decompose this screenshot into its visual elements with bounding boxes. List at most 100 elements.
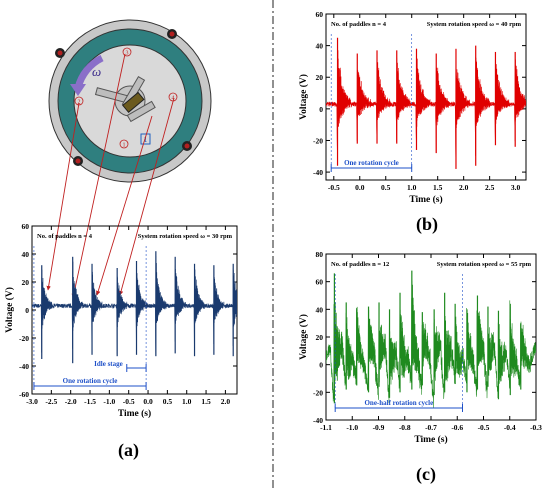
plot-frame: [31, 225, 238, 395]
y-tick-label: 40: [316, 42, 324, 51]
cycle-label: One-half rotation cycle: [364, 399, 433, 407]
sensor-box-label: 1: [144, 135, 148, 144]
panel-label-a: (a): [118, 440, 139, 460]
omega-label: ω: [92, 64, 101, 79]
x-tick-label: 3.0: [511, 183, 521, 192]
cycle-label: One rotation cycle: [344, 159, 399, 167]
x-tick-label: 1.0: [182, 397, 192, 406]
x-tick-label: 0.5: [381, 183, 391, 192]
y-tick-label: 0: [25, 306, 29, 315]
speed-annotation: System rotation speed ω = 40 rpm: [427, 21, 522, 28]
y-tick-label: 40: [316, 305, 324, 314]
x-tick-label: -1.5: [84, 397, 96, 406]
x-tick-label: -0.7: [425, 423, 437, 432]
pointer-arrow: [46, 102, 80, 291]
x-tick-label: 0.5: [163, 397, 173, 406]
y-tick-label: 20: [22, 278, 30, 287]
paddle-marker: 1: [119, 139, 129, 149]
y-axis-label: Voltage (V): [298, 74, 309, 120]
bolt: [182, 141, 192, 151]
generator-component: [122, 91, 145, 113]
voltage-trace: [32, 255, 237, 356]
y-tick-label: 60: [316, 10, 324, 19]
y-tick-label: 40: [22, 250, 30, 259]
y-tick-label: 60: [22, 222, 30, 231]
device-illustration: ω 3 2 1 4 1: [48, 19, 212, 183]
x-tick-label: -2.5: [45, 397, 57, 406]
panel-label-b: (b): [416, 214, 438, 234]
bolt: [167, 29, 177, 39]
pointer-arrow: [96, 115, 153, 296]
chart-a: -60 -40 -20 0 20 40 60 -3.0 -2.5 -2.0 -1.5 -1.0 -0.5…: [4, 222, 238, 419]
voltage-trace: [326, 278, 536, 408]
signal-group: [326, 278, 536, 408]
y-tick-label: 0: [319, 361, 323, 370]
y-tick-label: -40: [19, 362, 29, 371]
paddles-annotation: No. of paddles n = 4: [37, 233, 93, 240]
paddles-annotation: No. of paddles n = 4: [331, 21, 387, 28]
panel-label-c: (c): [416, 464, 436, 484]
paddle-marker: 3: [122, 47, 132, 57]
x-tick-label: 0.0: [355, 183, 365, 192]
bolt: [73, 156, 83, 166]
voltage-trace: [326, 48, 526, 161]
x-tick-label: -0.5: [123, 397, 135, 406]
speed-annotation: System rotation speed ω = 30 rpm: [138, 233, 233, 240]
y-tick-label: -20: [313, 388, 323, 397]
idle-label: Idle stage: [94, 360, 123, 368]
x-tick-label: -0.5: [328, 183, 340, 192]
y-tick-label: -20: [313, 136, 323, 145]
pointer-arrow: [71, 53, 126, 299]
signal-group: [32, 255, 237, 356]
y-tick-label: -40: [313, 168, 323, 177]
x-tick-label: 2.0: [221, 397, 231, 406]
plot-frame: [325, 13, 527, 181]
x-tick-label: 1.5: [433, 183, 443, 192]
svg-text:2: 2: [78, 100, 81, 106]
chart-b: -40 -20 0 20 40 60 -0.5 0.0 0.5 1.0 1.5 2.0 2.5 3.0 Ti…: [298, 10, 527, 205]
x-tick-label: -0.5: [478, 423, 490, 432]
x-axis-label: Time (s): [409, 194, 442, 205]
svg-text:3: 3: [126, 51, 129, 57]
y-tick-label: 20: [316, 333, 324, 342]
x-tick-label: 1.0: [407, 183, 417, 192]
chart-c: -40 -20 0 20 40 60 80 -1.1 -1.0 -0.9 -0.8 -0.7 -0.6 -…: [298, 250, 542, 445]
y-tick-label: 60: [316, 278, 324, 287]
svg-text:4: 4: [172, 96, 175, 102]
y-tick-label: 0: [319, 105, 323, 114]
sensor-box: [140, 133, 151, 145]
speed-annotation: System rotation speed ω = 55 rpm: [437, 261, 532, 268]
x-tick-label: -2.0: [65, 397, 77, 406]
x-tick-label: -0.9: [373, 423, 385, 432]
y-tick-label: 20: [316, 73, 324, 82]
x-tick-label: 2.0: [459, 183, 469, 192]
x-tick-label: -0.8: [399, 423, 411, 432]
x-tick-label: -3.0: [26, 397, 38, 406]
x-tick-label: -0.6: [451, 423, 463, 432]
x-axis-label: Time (s): [118, 408, 151, 419]
x-tick-label: -1.1: [320, 423, 332, 432]
svg-text:1: 1: [123, 143, 126, 149]
rotation-arrowhead: [70, 84, 86, 96]
x-tick-label: -0.3: [530, 423, 542, 432]
y-tick-label: -60: [19, 390, 29, 399]
y-axis-label: Voltage (V): [4, 287, 15, 333]
y-tick-label: -40: [313, 416, 323, 425]
pointer-arrow: [118, 97, 175, 296]
x-tick-label: -1.0: [346, 423, 358, 432]
y-tick-label: -20: [19, 334, 29, 343]
x-tick-label: 0.0: [143, 397, 153, 406]
signal-group: [326, 48, 526, 161]
x-tick-label: -1.0: [103, 397, 115, 406]
y-axis-label: Voltage (V): [298, 314, 309, 360]
x-tick-label: 1.5: [201, 397, 211, 406]
y-tick-label: 80: [316, 250, 324, 259]
paddle-slot: [126, 100, 156, 123]
cycle-label: One rotation cycle: [63, 377, 118, 385]
bolt: [55, 48, 65, 58]
paddles-annotation: No. of paddles n = 12: [331, 261, 389, 268]
x-tick-label: 2.5: [485, 183, 495, 192]
x-axis-label: Time (s): [414, 434, 447, 445]
